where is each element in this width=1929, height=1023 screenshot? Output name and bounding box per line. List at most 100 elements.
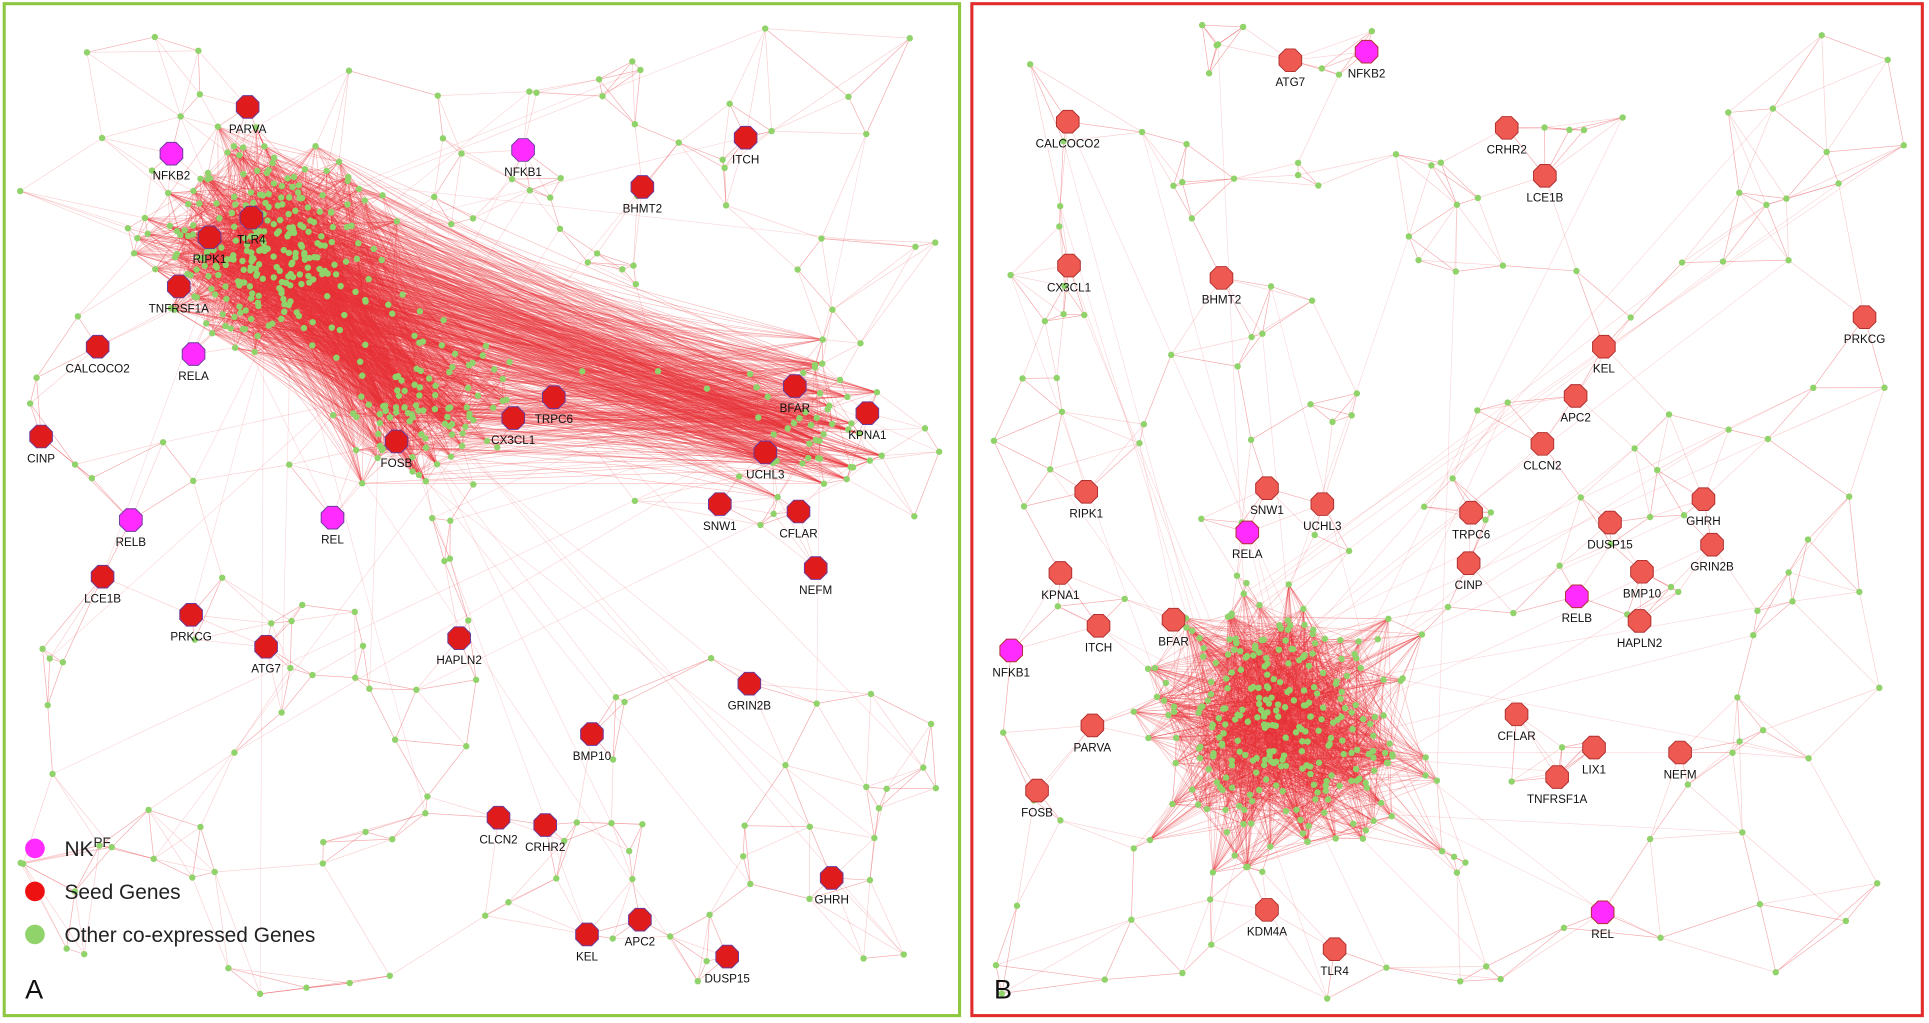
edge (234, 197, 303, 348)
edge (279, 270, 495, 370)
edge (364, 200, 405, 408)
edge (292, 262, 759, 418)
edge (298, 315, 800, 419)
edge (218, 274, 396, 378)
edge (188, 203, 296, 212)
edge (278, 161, 340, 232)
edge (167, 192, 189, 205)
edge (233, 255, 820, 442)
edge (338, 161, 849, 430)
edge (251, 220, 830, 407)
edge (320, 245, 383, 451)
edge (339, 329, 384, 449)
edge (326, 242, 333, 297)
edge (175, 256, 423, 342)
edge (268, 325, 773, 464)
edge (264, 170, 269, 251)
edge (144, 146, 265, 219)
edge (358, 243, 878, 393)
edge (290, 301, 345, 316)
edge (212, 332, 819, 459)
edge (207, 172, 283, 205)
edge (209, 178, 217, 204)
edge (292, 276, 383, 451)
edge (281, 289, 816, 368)
edge (307, 207, 878, 393)
edge (356, 258, 384, 407)
edge (231, 258, 420, 343)
edge (347, 180, 817, 419)
edge (280, 197, 803, 464)
edge (225, 286, 848, 398)
edge (167, 192, 207, 324)
edge (271, 304, 285, 324)
edge (242, 147, 773, 464)
edge (268, 325, 815, 366)
edge (307, 207, 463, 447)
edge (268, 206, 821, 394)
edge (240, 312, 451, 408)
edge (239, 285, 393, 314)
edge (206, 277, 274, 324)
edge (268, 186, 293, 195)
edge (208, 193, 269, 277)
edge (242, 242, 264, 330)
edge (216, 267, 323, 275)
edge (303, 327, 396, 378)
edge (188, 203, 421, 372)
edge (310, 220, 363, 484)
edge (234, 157, 275, 197)
edge (194, 236, 252, 297)
edge (308, 231, 399, 377)
edge (155, 147, 244, 270)
edge (259, 186, 293, 232)
edge (268, 193, 305, 329)
edge (263, 231, 386, 412)
edge (295, 210, 359, 244)
edge (364, 200, 430, 379)
edge (347, 204, 352, 226)
edge (246, 244, 386, 406)
edge (188, 203, 257, 276)
edge (281, 290, 817, 419)
edge (213, 249, 825, 484)
edge (212, 249, 386, 412)
edge (155, 268, 294, 278)
edge (368, 278, 466, 427)
edge (310, 220, 852, 424)
edge (211, 244, 816, 368)
edge (283, 249, 363, 376)
edge (244, 217, 800, 419)
edge (212, 332, 258, 337)
edge (225, 270, 280, 287)
edge (233, 255, 427, 448)
edge (242, 301, 366, 330)
edge (251, 236, 337, 358)
edge (336, 248, 374, 358)
edge (335, 274, 463, 434)
edge (205, 170, 258, 324)
edge (331, 327, 483, 356)
edge (225, 264, 393, 314)
edge (253, 202, 391, 418)
edge (217, 126, 340, 163)
edge (231, 258, 285, 313)
edge (319, 268, 483, 356)
edge (215, 242, 318, 295)
edge (167, 192, 257, 235)
edge (252, 293, 419, 411)
edge (263, 231, 487, 347)
edge (279, 270, 413, 458)
edge (340, 285, 405, 392)
edge (225, 286, 870, 461)
edge (258, 217, 450, 373)
edge (283, 311, 381, 447)
edge (174, 186, 293, 258)
edge (244, 231, 309, 330)
edge (255, 207, 309, 270)
edge (144, 217, 290, 229)
edge (235, 240, 321, 246)
edge (310, 220, 357, 418)
edge (217, 126, 296, 258)
edge (288, 197, 318, 244)
